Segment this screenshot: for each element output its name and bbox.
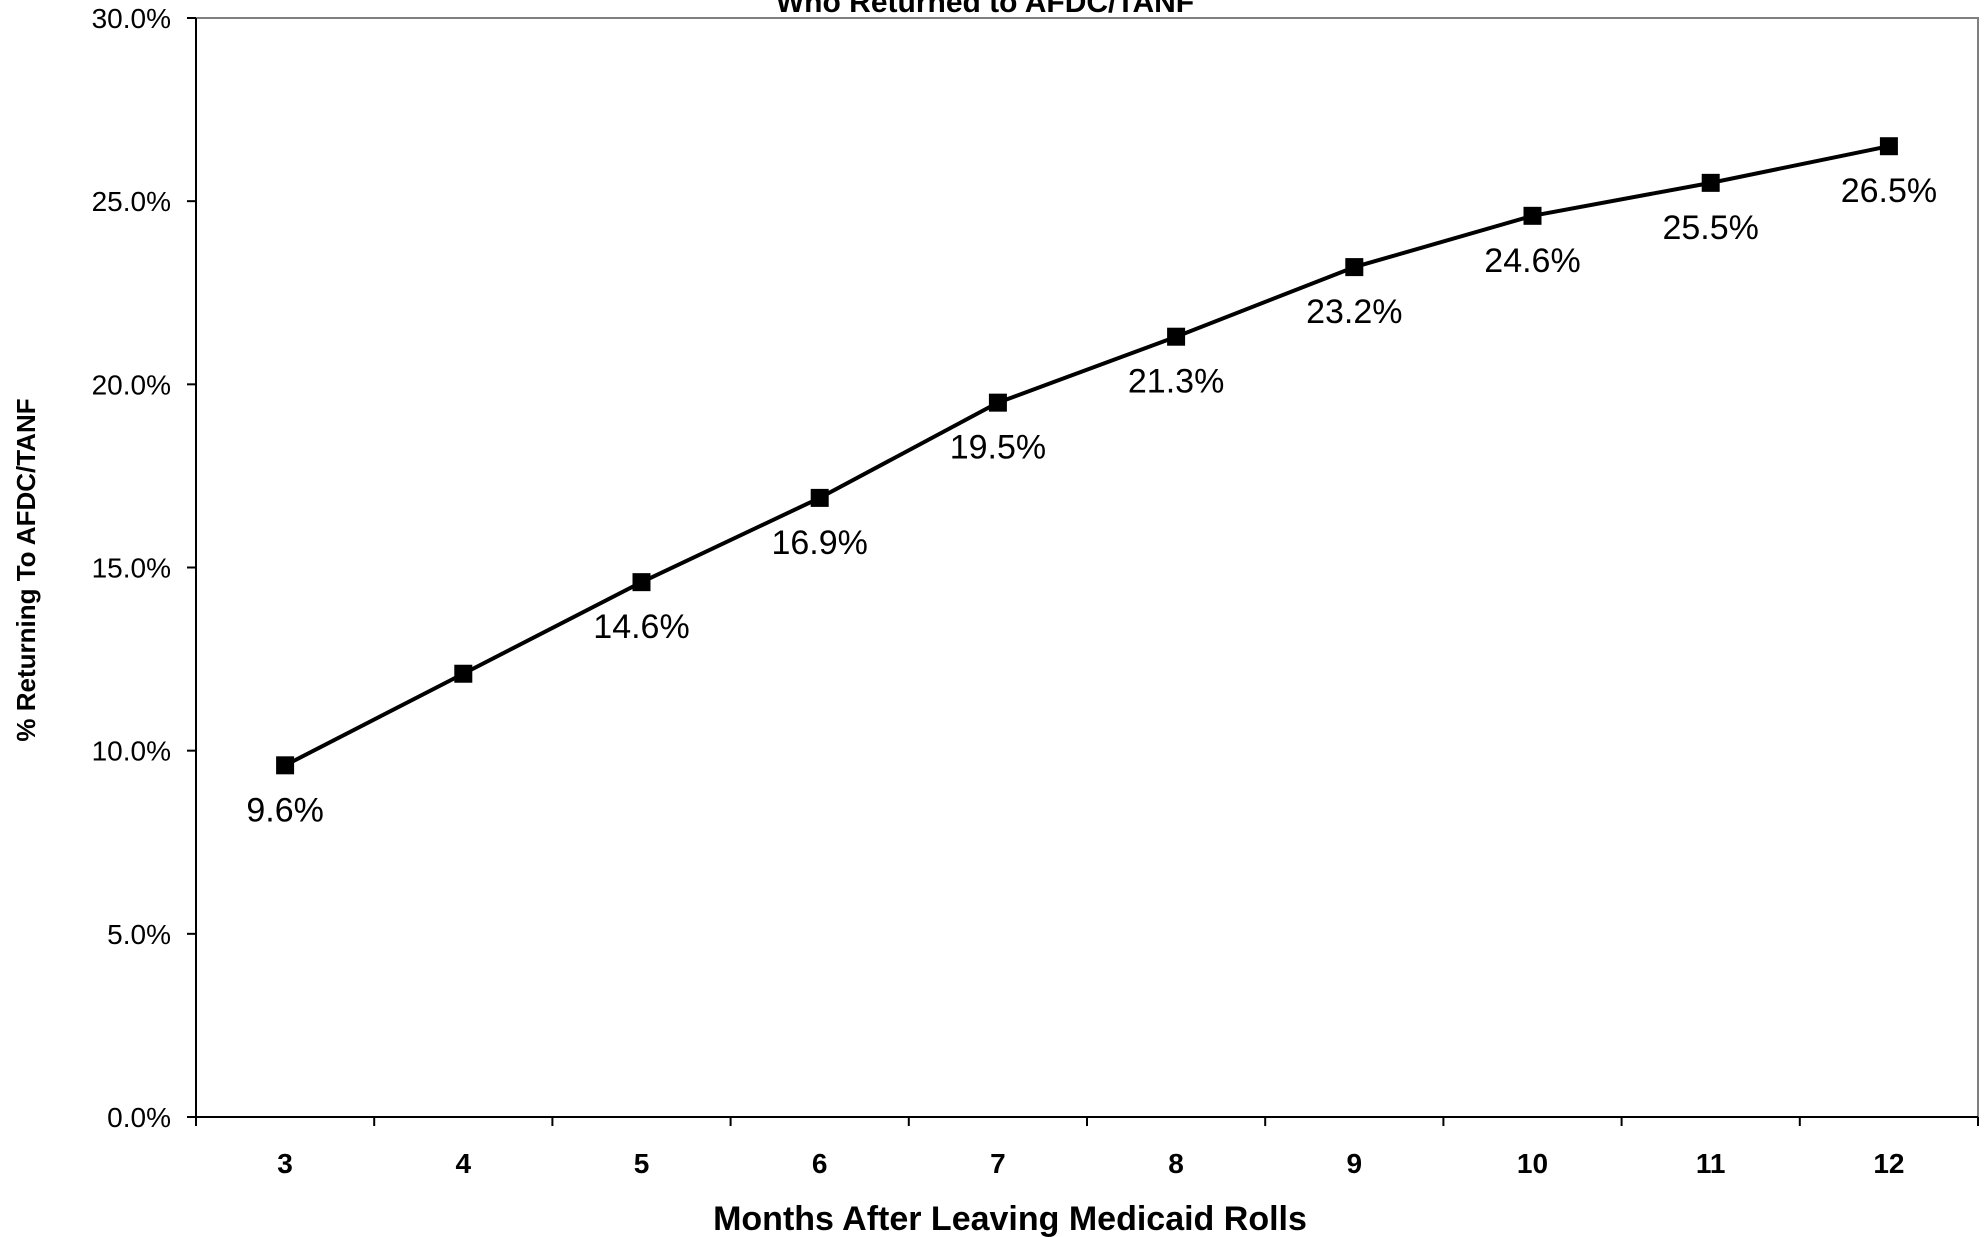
y-tick-label: 20.0% xyxy=(92,369,171,400)
data-label: 25.5% xyxy=(1662,209,1758,247)
data-point xyxy=(810,488,829,507)
y-tick-label: 25.0% xyxy=(92,186,171,217)
y-tick-label: 15.0% xyxy=(92,553,171,584)
x-axis-title: Months After Leaving Medicaid Rolls xyxy=(713,1200,1307,1237)
x-tick-label: 11 xyxy=(1696,1148,1726,1179)
data-point xyxy=(454,664,473,683)
x-tick-label: 9 xyxy=(1347,1148,1363,1179)
data-point xyxy=(1345,258,1364,277)
x-tick-label: 3 xyxy=(277,1148,293,1179)
data-label: 19.5% xyxy=(950,429,1046,467)
y-tick-label: 0.0% xyxy=(107,1102,171,1133)
data-label: 14.6% xyxy=(593,608,689,646)
chart-title: Who Returned to AFDC/TANF xyxy=(776,0,1194,19)
data-label: 24.6% xyxy=(1484,242,1580,280)
series-line xyxy=(284,144,1890,768)
data-point xyxy=(1701,173,1720,192)
x-tick-label: 5 xyxy=(634,1148,650,1179)
data-point xyxy=(1167,327,1186,346)
data-label: 21.3% xyxy=(1128,363,1224,401)
data-point xyxy=(1879,137,1898,156)
series-layer: 9.6% 14.6% 16.9% 19.5% 21.3% 23.2% 24.6% 25.5% 2… xyxy=(246,137,1937,829)
y-axis: 0.0% 5.0% 10.0% 15.0% 20.0% 25.0% 30.0% xyxy=(92,3,197,1133)
y-tick-label: 30.0% xyxy=(92,3,171,34)
data-label: 16.9% xyxy=(771,524,867,562)
x-tick-label: 6 xyxy=(812,1148,828,1179)
data-point xyxy=(632,573,651,592)
x-tick-label: 12 xyxy=(1873,1148,1904,1179)
x-tick-label: 10 xyxy=(1517,1148,1548,1179)
y-tick-label: 10.0% xyxy=(92,736,171,767)
data-point xyxy=(1523,206,1542,225)
y-tick-label: 5.0% xyxy=(107,919,171,950)
x-axis: 3 4 5 6 7 8 9 10 11 12 xyxy=(195,1116,1979,1179)
y-axis-title: % Returning To AFDC/TANF xyxy=(11,398,41,741)
data-label: 9.6% xyxy=(246,791,324,829)
data-point xyxy=(276,756,295,775)
x-tick-label: 7 xyxy=(990,1148,1006,1179)
data-label: 26.5% xyxy=(1841,172,1937,210)
x-tick-label: 4 xyxy=(456,1148,472,1179)
data-point xyxy=(988,393,1007,412)
data-label: 23.2% xyxy=(1306,293,1402,331)
x-tick-label: 8 xyxy=(1168,1148,1184,1179)
